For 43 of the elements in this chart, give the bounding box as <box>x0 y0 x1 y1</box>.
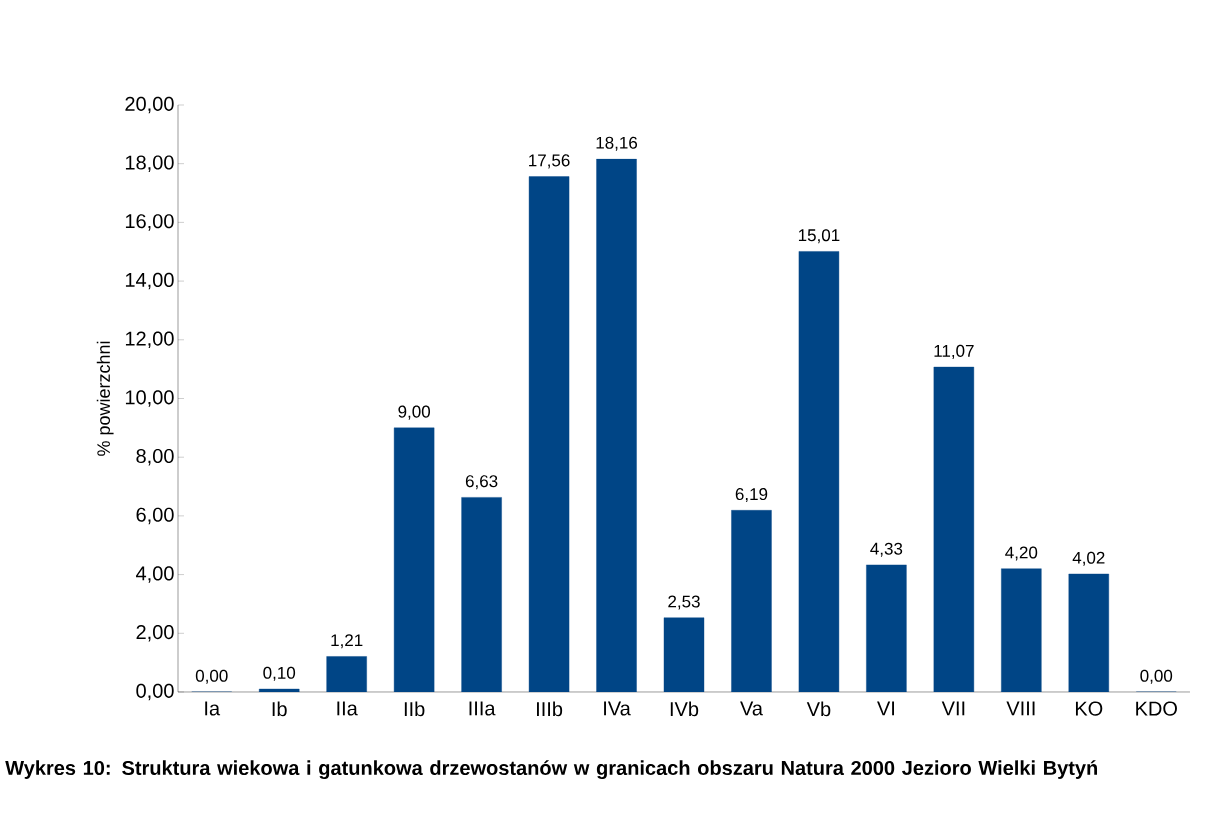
x-tick-label: Ib <box>272 701 287 717</box>
y-tick-label: 16,00 <box>125 214 174 231</box>
data-label: 15,01 <box>798 229 840 244</box>
y-tick-label: 10,00 <box>125 390 174 407</box>
x-tick-label: KO <box>1075 701 1103 716</box>
y-tick-label: 18,00 <box>125 155 174 172</box>
x-tick-label: VI <box>877 701 894 716</box>
x-tick-label: IIIb <box>537 701 563 717</box>
y-tick-label: 6,00 <box>136 507 174 525</box>
data-label: 6,63 <box>465 475 498 490</box>
x-tick-label: IVa <box>604 701 631 716</box>
y-tick-label: 4,00 <box>136 566 174 583</box>
data-label: 2,53 <box>668 595 700 610</box>
x-tick-label: Vb <box>806 701 831 717</box>
x-tick-label: Va <box>740 701 763 716</box>
y-tick-label: 2,00 <box>136 625 174 642</box>
x-tick-label: IVb <box>670 701 699 717</box>
data-label: 4,02 <box>1072 551 1105 566</box>
text: Wykres 10: Struktura wiekowa i gatunkowa drzewostanów w granicach obszaru Natura 2000 Jezioro Wielki Bytyń <box>5 760 1098 780</box>
x-tick-label: IIIa <box>469 701 496 716</box>
data-label: 0,00 <box>195 669 228 684</box>
x-tick-label: Ia <box>205 701 221 716</box>
y-tick-label: 0,00 <box>136 683 174 701</box>
data-label: 1,21 <box>331 634 363 649</box>
data-label: 4,33 <box>870 542 903 557</box>
x-tick-label: VII <box>941 701 965 716</box>
y-tick-label: 20,00 <box>125 96 174 114</box>
data-label: 9,00 <box>398 405 431 420</box>
y-axis-title: % powierzchni <box>96 341 114 456</box>
data-label: 6,19 <box>735 488 768 503</box>
y-tick-label: 8,00 <box>136 448 174 466</box>
y-tick-label: 12,00 <box>125 331 174 349</box>
data-label: 17,56 <box>529 154 570 169</box>
data-label: 11,07 <box>934 344 974 359</box>
data-label: 0,10 <box>263 666 296 681</box>
x-tick-label: IIb <box>404 701 425 717</box>
data-label: 4,20 <box>1005 546 1038 561</box>
x-tick-label: VIII <box>1006 701 1035 716</box>
y-tick-label: 14,00 <box>125 272 174 290</box>
x-tick-label: IIa <box>337 701 358 716</box>
x-tick-label: KDO <box>1136 701 1177 716</box>
data-label: 0,00 <box>1140 669 1173 684</box>
data-label: 18,16 <box>596 136 638 151</box>
